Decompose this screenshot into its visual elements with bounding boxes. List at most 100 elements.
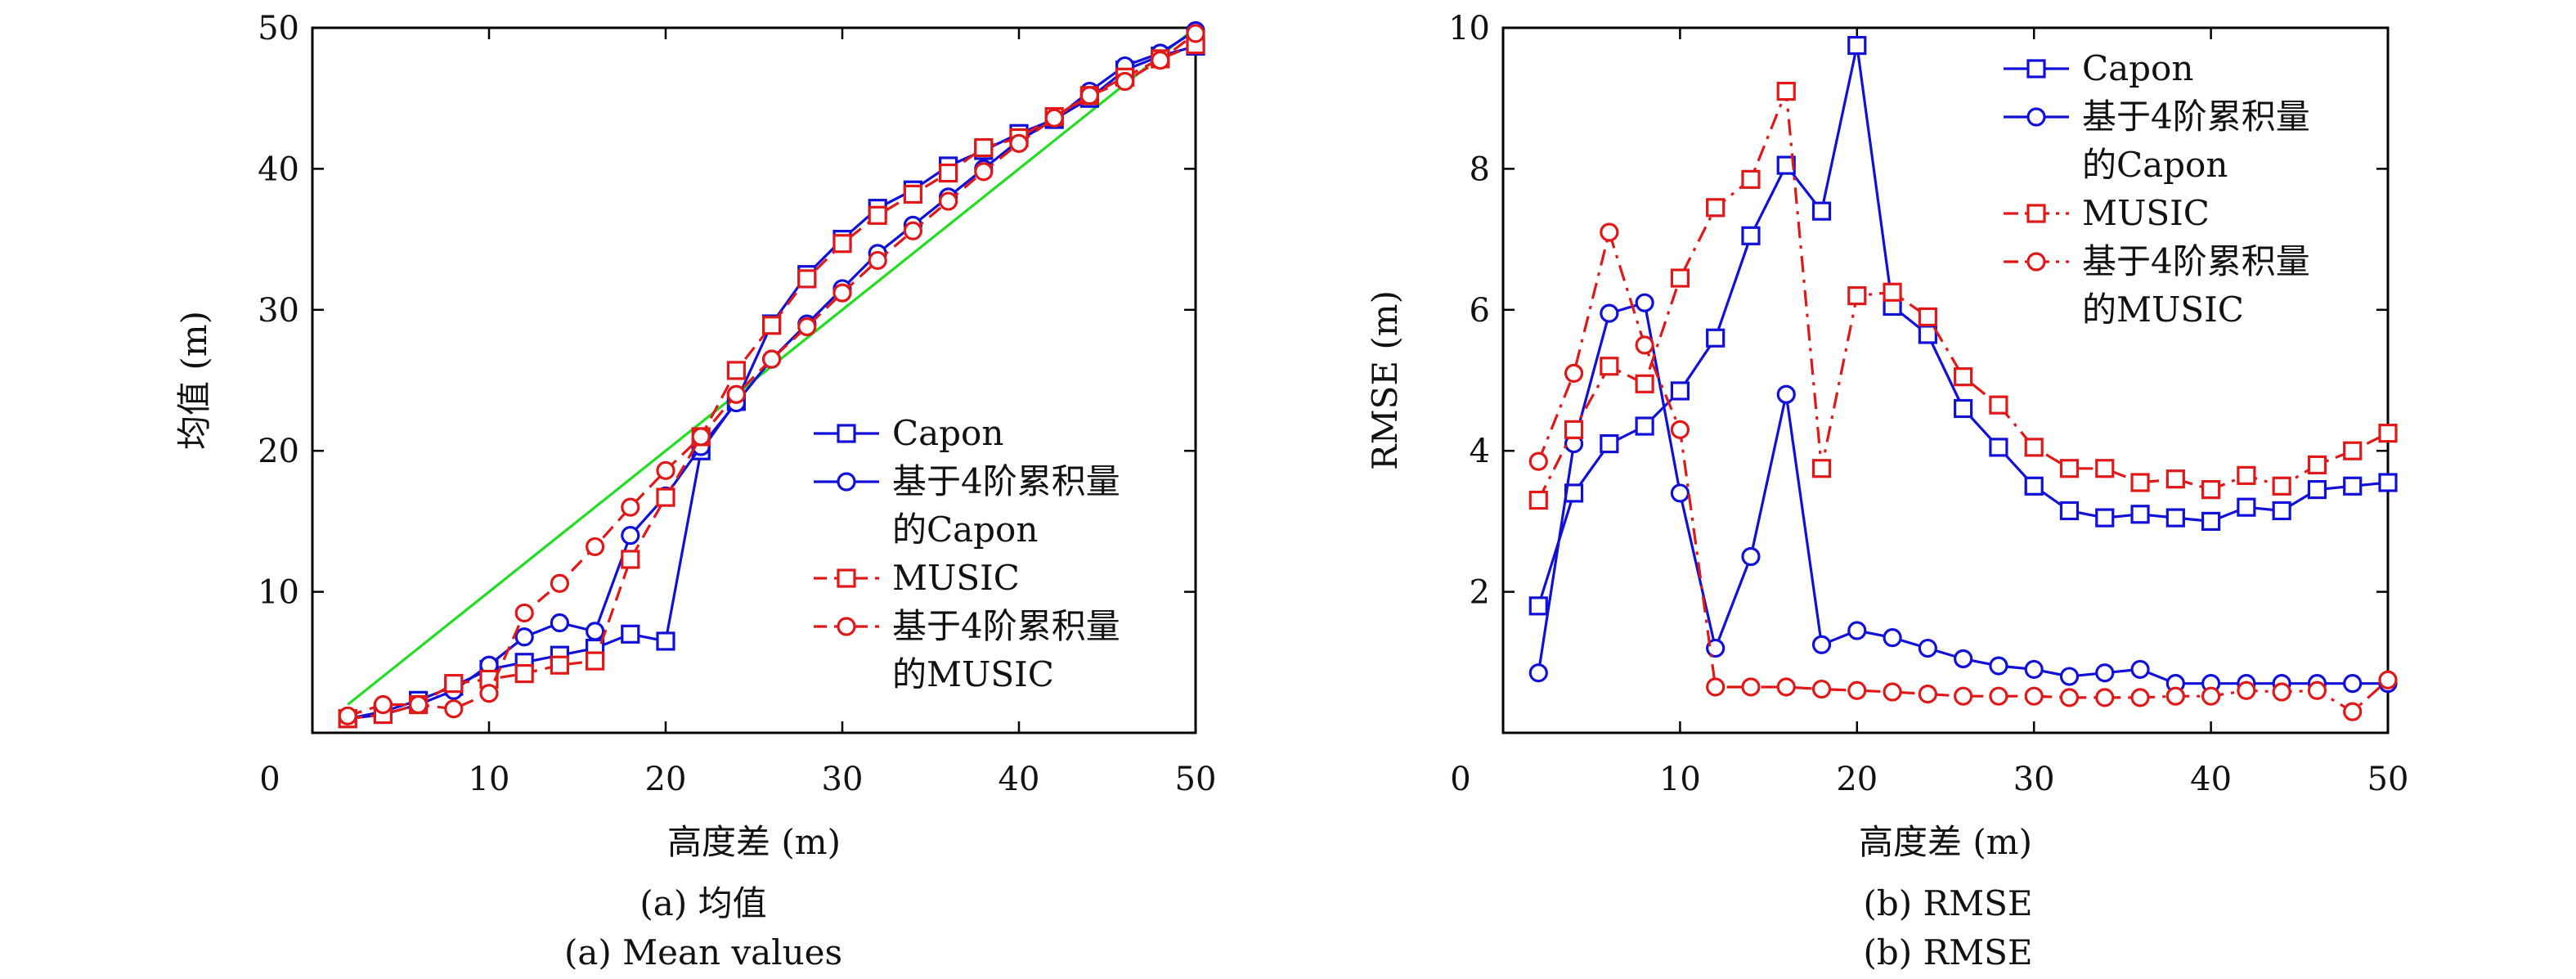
- data-point: [1847, 35, 1867, 56]
- data-point: [1706, 677, 1726, 697]
- data-point: [2307, 455, 2327, 475]
- legend-label-1: 基于4阶累积量: [892, 461, 1120, 501]
- x-tick-label: 0: [1450, 761, 1470, 798]
- data-point: [1776, 384, 1796, 404]
- data-point: [1564, 363, 1584, 383]
- data-point: [2272, 476, 2291, 496]
- data-point: [656, 631, 675, 651]
- data-point: [444, 674, 464, 694]
- data-point: [2024, 686, 2044, 706]
- data-point: [2095, 508, 2115, 528]
- data-point: [585, 651, 605, 671]
- data-point: [2095, 459, 2115, 478]
- data-point: [2024, 659, 2044, 680]
- data-point: [691, 427, 711, 447]
- legend-marker-1: [837, 472, 856, 492]
- series-line: [1537, 231, 2390, 713]
- data-point: [832, 234, 852, 254]
- data-point: [1954, 398, 1973, 419]
- data-point: [1883, 682, 1902, 702]
- data-point: [1528, 490, 1548, 510]
- y-tick-label: 6: [1470, 292, 1490, 330]
- data-point: [1918, 638, 1937, 658]
- data-point: [2307, 480, 2327, 500]
- data-point: [514, 603, 534, 623]
- legend-label-3: 的MUSIC: [892, 654, 1054, 694]
- data-point: [621, 497, 640, 517]
- data-point: [2059, 667, 2080, 686]
- data-point: [1044, 108, 1064, 128]
- x-tick-label: 10: [469, 761, 510, 798]
- data-point: [2059, 501, 2080, 521]
- data-point: [1635, 416, 1654, 436]
- data-point: [2343, 702, 2363, 721]
- data-point: [550, 655, 570, 675]
- data-point: [1706, 198, 1726, 218]
- data-point: [2130, 688, 2150, 707]
- data-point: [1079, 86, 1100, 106]
- data-point: [338, 706, 357, 725]
- data-point: [1564, 420, 1584, 439]
- data-point: [1811, 459, 1832, 478]
- data-point: [1528, 663, 1548, 683]
- data-point: [1847, 680, 1867, 700]
- data-point: [797, 269, 817, 289]
- x-tick-label: 0: [259, 761, 280, 798]
- data-point: [1954, 367, 1973, 387]
- data-point: [409, 694, 429, 715]
- data-point: [2165, 686, 2185, 706]
- legend-label-3: 基于4阶累积量: [2082, 241, 2310, 281]
- data-point: [2024, 438, 2044, 457]
- data-point: [2378, 473, 2398, 492]
- x-tick-label: 30: [2013, 761, 2055, 798]
- data-point: [1151, 51, 1170, 70]
- data-point: [2343, 674, 2363, 694]
- series-3: [338, 24, 1205, 725]
- data-point: [1635, 335, 1654, 355]
- data-point: [903, 184, 923, 204]
- y-axis-label: RMSE (m): [1365, 290, 1405, 470]
- y-tick-label: 8: [1470, 150, 1490, 188]
- data-point: [938, 163, 958, 183]
- data-point: [2201, 480, 2221, 500]
- series-0: [1528, 35, 2398, 616]
- series-3: [1528, 222, 2398, 721]
- data-point: [2024, 476, 2044, 496]
- data-point: [938, 191, 958, 211]
- data-point: [868, 205, 887, 225]
- data-point: [1776, 677, 1796, 697]
- data-point: [1883, 628, 1902, 648]
- x-tick-label: 20: [1836, 761, 1878, 798]
- x-tick-label: 30: [822, 761, 864, 798]
- data-point: [2165, 469, 2185, 489]
- legend-marker-3: [2026, 252, 2046, 272]
- legend-label-3: 基于4阶累积量: [892, 606, 1120, 646]
- data-point: [1918, 684, 1937, 704]
- data-point: [1635, 374, 1654, 393]
- legend-label-0: Capon: [2082, 48, 2193, 88]
- data-point: [1670, 381, 1690, 401]
- x-tick-label: 50: [2367, 761, 2409, 798]
- data-point: [2343, 441, 2363, 460]
- data-point: [444, 699, 464, 719]
- x-axis-label: 高度差 (m): [1859, 822, 2032, 862]
- data-point: [2343, 476, 2363, 496]
- data-point: [514, 663, 534, 684]
- data-point: [1528, 451, 1548, 471]
- data-point: [1706, 638, 1726, 658]
- data-point: [1115, 71, 1135, 92]
- data-point: [585, 537, 605, 557]
- data-point: [974, 137, 994, 158]
- x-axis-label: 高度差 (m): [667, 822, 841, 862]
- data-point: [2095, 688, 2115, 707]
- y-tick-label: 40: [258, 150, 299, 188]
- data-point: [726, 384, 747, 404]
- plot-frame: [1501, 26, 2390, 734]
- data-point: [868, 250, 887, 271]
- data-point: [2130, 473, 2150, 492]
- series-1: [1528, 293, 2398, 694]
- data-point: [761, 349, 782, 369]
- data-point: [1600, 222, 1619, 242]
- data-point: [1954, 649, 1973, 669]
